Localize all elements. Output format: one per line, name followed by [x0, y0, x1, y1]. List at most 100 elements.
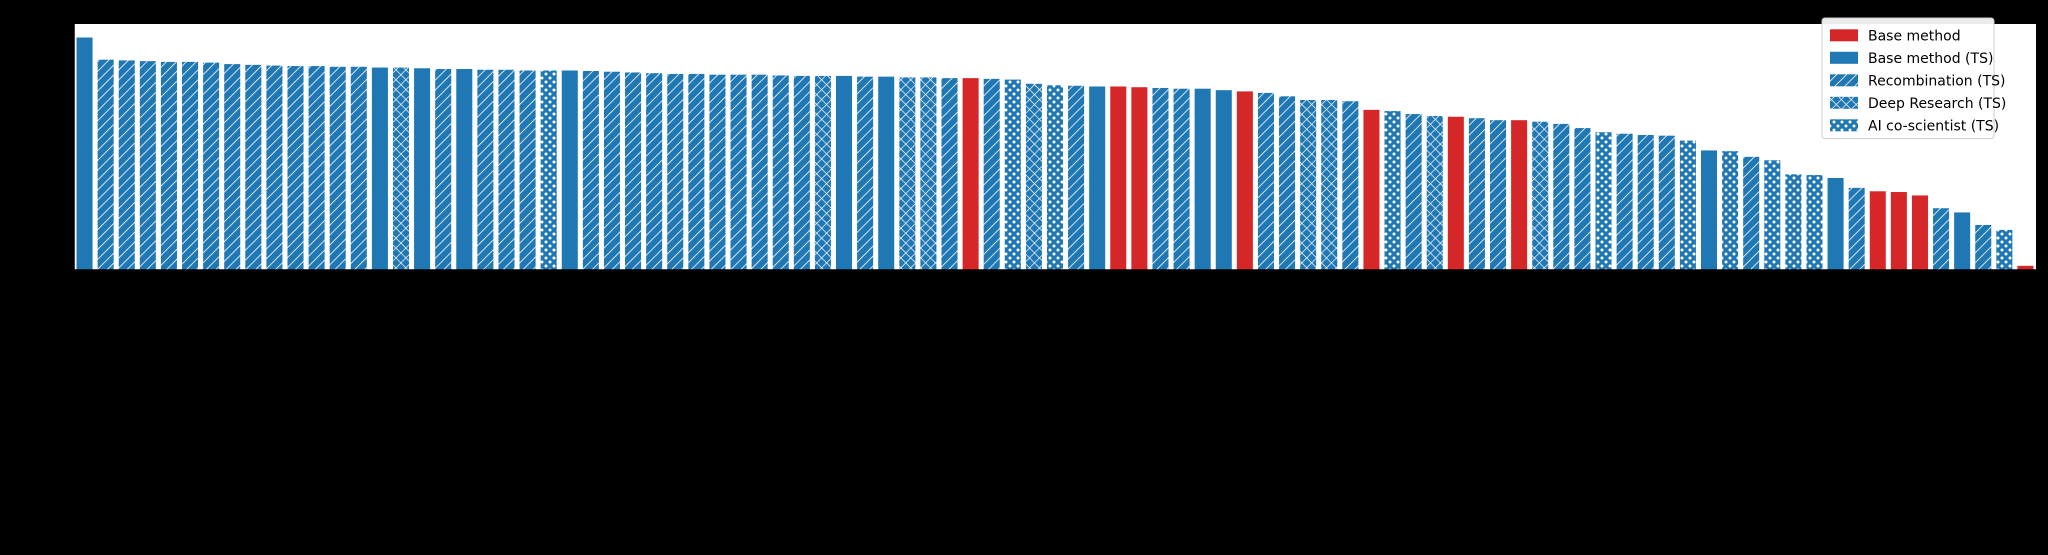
bar-32-recomb — [730, 74, 747, 271]
bar-84-base_ts — [1827, 178, 1844, 270]
bar-55-base_ts — [1215, 90, 1232, 270]
bar-22-recomb — [519, 70, 536, 271]
bar-78-base_ts — [1700, 150, 1718, 270]
bar-91-recomb — [1975, 224, 1992, 270]
bar-87-base — [1890, 192, 1907, 270]
bar-75-recomb — [1637, 134, 1654, 270]
bar-4-recomb — [139, 61, 156, 271]
bar-26-recomb — [603, 71, 620, 270]
bar-23-cosci — [540, 70, 557, 271]
bar-79-cosci — [1722, 151, 1739, 270]
legend: Base method Base method (TS) Recombination… — [1821, 17, 2006, 139]
bar-61-recomb — [1342, 101, 1359, 271]
bar-7-recomb — [203, 62, 220, 271]
bar-47-cosci — [1046, 85, 1064, 270]
bar-36-deep — [814, 75, 831, 270]
bar-46-deep — [1025, 83, 1042, 270]
bar-5-recomb — [160, 61, 177, 270]
bar-43-base — [962, 78, 979, 271]
legend-swatch-base — [1830, 29, 1858, 42]
bar-9-recomb — [245, 64, 262, 270]
bar-37-base_ts — [836, 75, 853, 270]
bar-54-base_ts — [1194, 88, 1211, 270]
legend-label-base_ts: Base method (TS) — [1868, 51, 1993, 67]
bar-2-recomb — [97, 59, 114, 270]
bar-89-recomb — [1933, 208, 1950, 270]
legend-label-deep: Deep Research (TS) — [1868, 96, 2006, 112]
bar-35-recomb — [793, 75, 810, 270]
bar-70-deep — [1532, 121, 1549, 270]
bar-11-recomb — [287, 66, 304, 270]
bar-50-base — [1110, 86, 1127, 270]
bar-40-deep — [899, 77, 916, 270]
bar-63-cosci — [1384, 111, 1401, 270]
bar-42-recomb — [941, 78, 958, 271]
bar-74-recomb — [1616, 133, 1633, 270]
bar-45-cosci — [1004, 79, 1021, 270]
bar-8-recomb — [224, 64, 241, 270]
bar-90-base_ts — [1954, 212, 1971, 270]
legend-swatch-base_ts — [1830, 51, 1858, 64]
bar-56-base — [1236, 91, 1253, 271]
legend-label-recomb: Recombination (TS) — [1868, 73, 2005, 89]
bar-6-recomb — [182, 61, 199, 270]
bar-20-recomb — [477, 69, 494, 270]
bar-19-base_ts — [456, 69, 473, 271]
bar-72-recomb — [1574, 128, 1591, 270]
bar-88-base — [1911, 195, 1928, 270]
bar-1-base_ts — [76, 37, 93, 270]
bar-66-base — [1447, 116, 1464, 271]
bar-16-deep — [392, 67, 410, 270]
bar-51-base — [1131, 87, 1148, 270]
bar-65-deep — [1426, 116, 1443, 270]
bar-14-recomb — [350, 66, 367, 270]
bar-67-recomb — [1468, 118, 1485, 270]
bar-85-recomb — [1848, 187, 1865, 270]
bar-33-recomb — [751, 74, 768, 271]
bar-82-cosci — [1785, 174, 1802, 270]
bar-12-recomb — [308, 66, 325, 270]
bar-76-recomb — [1658, 135, 1675, 270]
bar-73-cosci — [1595, 132, 1612, 270]
bar-81-cosci — [1764, 160, 1781, 270]
bar-30-recomb — [688, 73, 705, 270]
bar-44-recomb — [983, 78, 1000, 270]
legend-label-base: Base method — [1868, 28, 1961, 44]
bar-15-base_ts — [371, 67, 388, 270]
bar-62-base — [1363, 109, 1380, 270]
bar-18-recomb — [435, 69, 452, 271]
bar-83-cosci — [1806, 175, 1823, 270]
bar-39-base_ts — [878, 76, 895, 270]
bar-93-base — [2017, 265, 2034, 270]
bar-86-base — [1869, 191, 1886, 270]
bars-group — [76, 37, 2034, 271]
bar-31-recomb — [709, 74, 726, 271]
bar-13-recomb — [329, 66, 346, 270]
bar-24-base_ts — [561, 70, 578, 271]
bar-38-recomb — [857, 76, 874, 270]
legend-box — [1821, 17, 1995, 139]
legend-label-cosci: AI co-scientist (TS) — [1868, 118, 1999, 134]
bar-92-cosci — [1996, 229, 2013, 270]
legend-swatch-recomb — [1830, 74, 1858, 87]
bar-48-recomb — [1068, 85, 1085, 270]
bar-28-recomb — [646, 73, 663, 270]
bar-77-cosci — [1679, 140, 1696, 270]
bar-27-recomb — [625, 72, 642, 271]
bar-3-recomb — [118, 60, 135, 270]
bar-49-base_ts — [1089, 86, 1106, 270]
bar-29-recomb — [667, 73, 684, 270]
bar-64-recomb — [1405, 114, 1422, 270]
bar-58-recomb — [1279, 96, 1296, 270]
axes-group — [73, 24, 2036, 271]
bar-10-recomb — [266, 65, 283, 270]
bar-25-recomb — [582, 70, 599, 271]
bar-69-base — [1511, 120, 1528, 270]
bar-59-deep — [1300, 100, 1317, 270]
bar-52-recomb — [1152, 87, 1169, 271]
legend-swatch-deep — [1830, 96, 1858, 109]
bar-41-deep — [920, 77, 937, 270]
bar-71-recomb — [1553, 123, 1570, 270]
